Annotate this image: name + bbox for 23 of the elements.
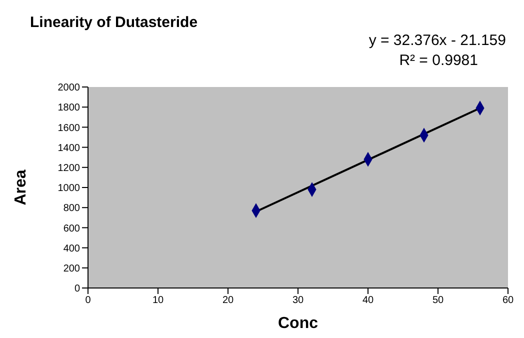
y-tick-label: 1000 [58,183,80,194]
y-tick-label: 1800 [58,102,80,114]
y-tick-label: 2000 [58,82,80,94]
x-tick-label: 20 [222,295,234,306]
y-tick-label: 0 [74,284,80,295]
y-tick-label: 400 [63,243,80,254]
text: y = 32.376x - 21.159 [368,32,506,49]
y-tick-label: 200 [63,263,80,274]
chart-title: Linearity of Dutasteride [30,14,198,31]
y-tick-label: 1400 [58,142,80,154]
x-tick-label: 10 [152,295,164,306]
y-tick-label: 1600 [58,122,80,134]
x-tick-label: 60 [502,295,514,306]
y-tick-label: 600 [63,223,80,234]
y-tick-label: 800 [63,203,80,214]
text: R² = 0.9981 [399,52,478,69]
x-axis-title: Conc [278,315,318,332]
x-tick-label: 30 [292,295,304,306]
y-tick-label: 1200 [58,162,80,174]
x-tick-label: 0 [85,295,92,306]
x-tick-label: 40 [362,295,374,306]
y-axis-title: Area [12,170,30,206]
x-tick-label: 50 [432,295,444,306]
